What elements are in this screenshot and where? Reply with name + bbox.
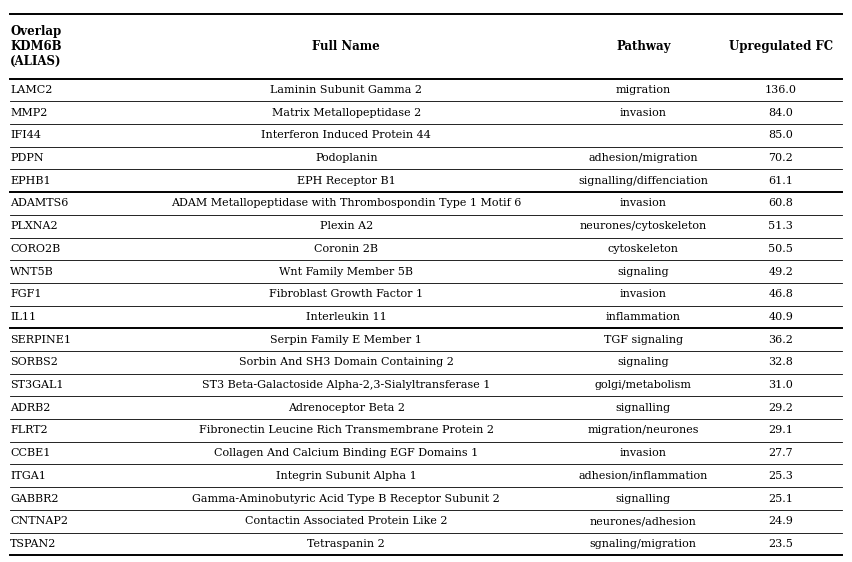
Text: 46.8: 46.8 [769, 289, 793, 300]
Text: 27.7: 27.7 [769, 448, 793, 458]
Text: Pathway: Pathway [616, 40, 671, 53]
Text: 49.2: 49.2 [769, 266, 793, 277]
Text: invasion: invasion [619, 108, 667, 117]
Text: invasion: invasion [619, 198, 667, 209]
Text: PDPN: PDPN [10, 153, 43, 163]
Text: invasion: invasion [619, 448, 667, 458]
Text: 40.9: 40.9 [769, 312, 793, 322]
Text: Coronin 2B: Coronin 2B [314, 244, 378, 254]
Text: Interferon Induced Protein 44: Interferon Induced Protein 44 [262, 130, 431, 140]
Text: TGF signaling: TGF signaling [604, 334, 682, 345]
Text: GABBR2: GABBR2 [10, 493, 59, 504]
Text: Wnt Family Member 5B: Wnt Family Member 5B [279, 266, 413, 277]
Text: ADAM Metallopeptidase with Thrombospondin Type 1 Motif 6: ADAM Metallopeptidase with Thrombospondi… [171, 198, 521, 209]
Text: Fibronectin Leucine Rich Transmembrane Protein 2: Fibronectin Leucine Rich Transmembrane P… [199, 425, 494, 436]
Text: FGF1: FGF1 [10, 289, 42, 300]
Text: adhesion/migration: adhesion/migration [589, 153, 698, 163]
Text: Serpin Family E Member 1: Serpin Family E Member 1 [270, 334, 423, 345]
Text: 32.8: 32.8 [769, 357, 793, 368]
Text: signalling: signalling [616, 493, 671, 504]
Text: EPHB1: EPHB1 [10, 176, 51, 186]
Text: 36.2: 36.2 [769, 334, 793, 345]
Text: Podoplanin: Podoplanin [315, 153, 377, 163]
Text: IL11: IL11 [10, 312, 37, 322]
Text: WNT5B: WNT5B [10, 266, 54, 277]
Text: MMP2: MMP2 [10, 108, 48, 117]
Text: 25.1: 25.1 [769, 493, 793, 504]
Text: CCBE1: CCBE1 [10, 448, 50, 458]
Text: 84.0: 84.0 [769, 108, 793, 117]
Text: adhesion/inflammation: adhesion/inflammation [579, 471, 708, 481]
Text: ADRB2: ADRB2 [10, 403, 50, 413]
Text: 70.2: 70.2 [769, 153, 793, 163]
Text: Plexin A2: Plexin A2 [320, 221, 373, 231]
Text: SERPINE1: SERPINE1 [10, 334, 72, 345]
Text: Fibroblast Growth Factor 1: Fibroblast Growth Factor 1 [269, 289, 423, 300]
Text: Interleukin 11: Interleukin 11 [306, 312, 387, 322]
Text: TSPAN2: TSPAN2 [10, 539, 56, 549]
Text: CORO2B: CORO2B [10, 244, 60, 254]
Text: neurones/cytoskeleton: neurones/cytoskeleton [579, 221, 707, 231]
Text: migration: migration [616, 85, 671, 95]
Text: signalling: signalling [616, 403, 671, 413]
Text: 50.5: 50.5 [769, 244, 793, 254]
Text: 24.9: 24.9 [769, 516, 793, 526]
Text: 25.3: 25.3 [769, 471, 793, 481]
Text: SORBS2: SORBS2 [10, 357, 58, 368]
Text: sgnaling/migration: sgnaling/migration [590, 539, 697, 549]
Text: Integrin Subunit Alpha 1: Integrin Subunit Alpha 1 [276, 471, 417, 481]
Text: cytoskeleton: cytoskeleton [607, 244, 679, 254]
Text: CNTNAP2: CNTNAP2 [10, 516, 68, 526]
Text: signaling: signaling [618, 266, 669, 277]
Text: IFI44: IFI44 [10, 130, 41, 140]
Text: 51.3: 51.3 [769, 221, 793, 231]
Text: ADAMTS6: ADAMTS6 [10, 198, 69, 209]
Text: ST3GAL1: ST3GAL1 [10, 380, 64, 390]
Text: 31.0: 31.0 [769, 380, 793, 390]
Text: Contactin Associated Protein Like 2: Contactin Associated Protein Like 2 [245, 516, 447, 526]
Text: neurones/adhesion: neurones/adhesion [590, 516, 697, 526]
Text: 23.5: 23.5 [769, 539, 793, 549]
Text: Sorbin And SH3 Domain Containing 2: Sorbin And SH3 Domain Containing 2 [239, 357, 454, 368]
Text: Upregulated FC: Upregulated FC [728, 40, 833, 53]
Text: ST3 Beta-Galactoside Alpha-2,3-Sialyltransferase 1: ST3 Beta-Galactoside Alpha-2,3-Sialyltra… [202, 380, 491, 390]
Text: EPH Receptor B1: EPH Receptor B1 [297, 176, 395, 186]
Text: 61.1: 61.1 [769, 176, 793, 186]
Text: 60.8: 60.8 [769, 198, 793, 209]
Text: 29.1: 29.1 [769, 425, 793, 436]
Text: inflammation: inflammation [606, 312, 681, 322]
Text: PLXNA2: PLXNA2 [10, 221, 58, 231]
Text: Full Name: Full Name [313, 40, 380, 53]
Text: Overlap
KDM6B
(ALIAS): Overlap KDM6B (ALIAS) [10, 25, 61, 68]
Text: golgi/metabolism: golgi/metabolism [595, 380, 692, 390]
Text: Gamma-Aminobutyric Acid Type B Receptor Subunit 2: Gamma-Aminobutyric Acid Type B Receptor … [193, 493, 500, 504]
Text: Tetraspanin 2: Tetraspanin 2 [308, 539, 385, 549]
Text: Laminin Subunit Gamma 2: Laminin Subunit Gamma 2 [270, 85, 423, 95]
Text: Matrix Metallopeptidase 2: Matrix Metallopeptidase 2 [272, 108, 421, 117]
Text: 85.0: 85.0 [769, 130, 793, 140]
Text: Collagen And Calcium Binding EGF Domains 1: Collagen And Calcium Binding EGF Domains… [214, 448, 479, 458]
Text: ITGA1: ITGA1 [10, 471, 46, 481]
Text: signalling/diffenciation: signalling/diffenciation [579, 176, 708, 186]
Text: FLRT2: FLRT2 [10, 425, 48, 436]
Text: LAMC2: LAMC2 [10, 85, 53, 95]
Text: 136.0: 136.0 [765, 85, 797, 95]
Text: 29.2: 29.2 [769, 403, 793, 413]
Text: Adrenoceptor Beta 2: Adrenoceptor Beta 2 [288, 403, 405, 413]
Text: signaling: signaling [618, 357, 669, 368]
Text: invasion: invasion [619, 289, 667, 300]
Text: migration/neurones: migration/neurones [588, 425, 699, 436]
